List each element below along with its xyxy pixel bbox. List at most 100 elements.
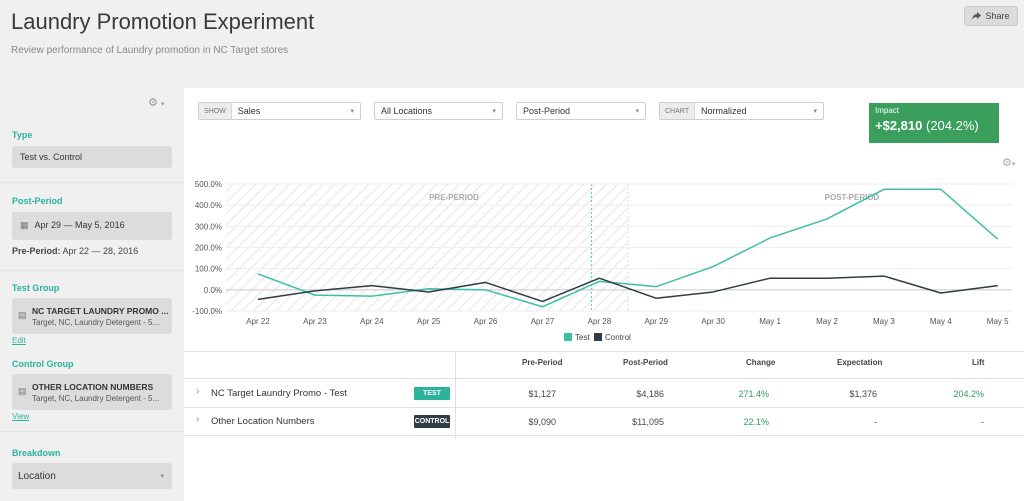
change-cell: 22.1% <box>743 417 769 427</box>
sidebar: ⚙ ▾ Type Test vs. Control Post-Period ▦ … <box>0 88 184 501</box>
y-tick-label: -100.0% <box>192 307 222 316</box>
x-tick-label: Apr 25 <box>417 317 441 326</box>
show-value: Sales <box>237 106 261 116</box>
divider <box>0 270 184 271</box>
y-tick-label: 0.0% <box>204 286 222 295</box>
chevron-down-icon: ▾ <box>813 108 817 115</box>
table-top-border <box>184 351 1024 352</box>
impact-percent: (204.2%) <box>925 118 979 133</box>
post-period-value: Apr 29 — May 5, 2016 <box>34 220 125 230</box>
calendar-icon: ▦ <box>20 220 29 230</box>
row-border <box>184 435 1024 436</box>
post-period-date-picker[interactable]: ▦ Apr 29 — May 5, 2016 <box>12 212 172 240</box>
test-group-name: NC TARGET LAUNDRY PROMO ... <box>32 306 168 316</box>
post-period-cell: $11,095 <box>632 417 664 427</box>
group-icon: ▤ <box>18 310 27 320</box>
y-tick-label: 500.0% <box>195 180 222 189</box>
locations-value: All Locations <box>381 106 433 116</box>
test-badge: TEST <box>414 387 450 400</box>
pre-period-prefix: Pre-Period: <box>12 246 61 256</box>
x-tick-label: Apr 30 <box>701 317 725 326</box>
x-tick-label: May 1 <box>759 317 781 326</box>
x-tick-label: May 5 <box>987 317 1009 326</box>
post-period-label: POST-PERIOD <box>825 193 880 202</box>
col-header-lift: Lift <box>972 358 985 367</box>
col-header-pre: Pre-Period <box>522 358 563 367</box>
legend-label-test: Test <box>575 333 590 342</box>
control-group-name: OTHER LOCATION NUMBERS <box>32 382 154 392</box>
breakdown-label: Breakdown <box>12 448 61 458</box>
expectation-cell: $1,376 <box>849 389 877 399</box>
change-cell: 271.4% <box>738 389 769 399</box>
page-subtitle: Review performance of Laundry promotion … <box>11 45 289 56</box>
row-name: Other Location Numbers <box>211 416 315 427</box>
impact-value: +$2,810 <box>875 118 923 133</box>
impact-card: Impact +$2,810 (204.2%) <box>869 103 999 143</box>
breakdown-select[interactable]: Location ▾ <box>12 463 172 489</box>
pre-period-text: Pre-Period: Apr 22 — 28, 2016 <box>12 246 138 256</box>
impact-value-line: +$2,810 (204.2%) <box>875 118 993 133</box>
y-tick-label: 200.0% <box>195 244 222 253</box>
col-header-expectation: Expectation <box>837 358 883 367</box>
test-group-desc: Target, NC, Laundry Detergent - 5... <box>32 318 160 327</box>
chart-tag: CHART <box>660 103 695 119</box>
type-select[interactable]: Test vs. Control <box>12 146 172 168</box>
test-group-card[interactable]: ▤ NC TARGET LAUNDRY PROMO ... Target, NC… <box>12 298 172 334</box>
table-column-divider <box>455 351 456 439</box>
x-tick-label: Apr 22 <box>246 317 270 326</box>
col-header-post: Post-Period <box>623 358 668 367</box>
pre-period-label: PRE-PERIOD <box>429 193 479 202</box>
control-group-card[interactable]: ▤ OTHER LOCATION NUMBERS Target, NC, Lau… <box>12 374 172 410</box>
row-name: NC Target Laundry Promo - Test <box>211 388 347 399</box>
x-tick-label: Apr 23 <box>303 317 327 326</box>
chevron-right-icon[interactable]: › <box>196 386 200 397</box>
type-value: Test vs. Control <box>20 152 83 162</box>
series-line-control <box>257 275 998 303</box>
x-tick-label: Apr 24 <box>360 317 384 326</box>
expectation-cell: - <box>874 417 877 427</box>
chart-settings-gear-icon[interactable]: ⚙▾ <box>1002 157 1016 169</box>
show-tag: SHOW <box>199 103 232 119</box>
x-tick-label: Apr 29 <box>645 317 669 326</box>
legend-swatch-test <box>564 333 572 341</box>
page-header: Laundry Promotion Experiment Review perf… <box>0 0 1024 88</box>
x-tick-label: May 3 <box>873 317 895 326</box>
legend-swatch-control <box>594 333 602 341</box>
group-icon: ▤ <box>18 386 27 396</box>
legend-label-control: Control <box>605 333 631 342</box>
x-tick-label: May 2 <box>816 317 838 326</box>
series-line-test <box>257 188 999 308</box>
pre-period-cell: $1,127 <box>528 389 556 399</box>
post-period-label: Post-Period <box>12 196 63 206</box>
period-value: Post-Period <box>523 106 571 116</box>
x-tick-label: Apr 26 <box>474 317 498 326</box>
sidebar-settings-gear-icon[interactable]: ⚙ ▾ <box>148 97 165 109</box>
line-chart: 500.0% 400.0% 300.0% 200.0% 100.0% 0.0% -100.0… <box>192 180 1012 342</box>
chevron-right-icon[interactable]: › <box>196 414 200 425</box>
chart-mode-select[interactable]: CHART Normalized ▾ <box>659 102 824 120</box>
impact-label: Impact <box>875 106 900 115</box>
lift-cell: 204.2% <box>953 389 984 399</box>
y-tick-label: 300.0% <box>195 222 222 231</box>
x-tick-label: Apr 28 <box>588 317 612 326</box>
x-tick-label: May 4 <box>930 317 952 326</box>
main-content: SHOW Sales ▾ All Locations ▾ Post-Period… <box>184 88 1024 501</box>
divider <box>0 182 184 183</box>
test-group-edit-link[interactable]: Edit <box>12 336 26 345</box>
share-button[interactable]: Share <box>964 6 1018 26</box>
y-tick-label: 400.0% <box>195 201 222 210</box>
pre-period-value: Apr 22 — 28, 2016 <box>62 246 139 256</box>
share-label: Share <box>985 11 1010 21</box>
locations-select[interactable]: All Locations ▾ <box>374 102 503 120</box>
period-select[interactable]: Post-Period ▾ <box>516 102 646 120</box>
show-metric-select[interactable]: SHOW Sales ▾ <box>198 102 361 120</box>
pre-period-cell: $9,090 <box>528 417 556 427</box>
control-badge: CONTROL <box>414 415 450 428</box>
chart-value: Normalized <box>700 106 747 116</box>
control-group-label: Control Group <box>12 359 74 369</box>
control-group-view-link[interactable]: View <box>12 412 30 421</box>
row-border <box>184 407 1024 408</box>
table-header-border <box>184 378 1024 379</box>
y-tick-label: 100.0% <box>195 265 222 274</box>
page-title: Laundry Promotion Experiment <box>11 9 315 34</box>
